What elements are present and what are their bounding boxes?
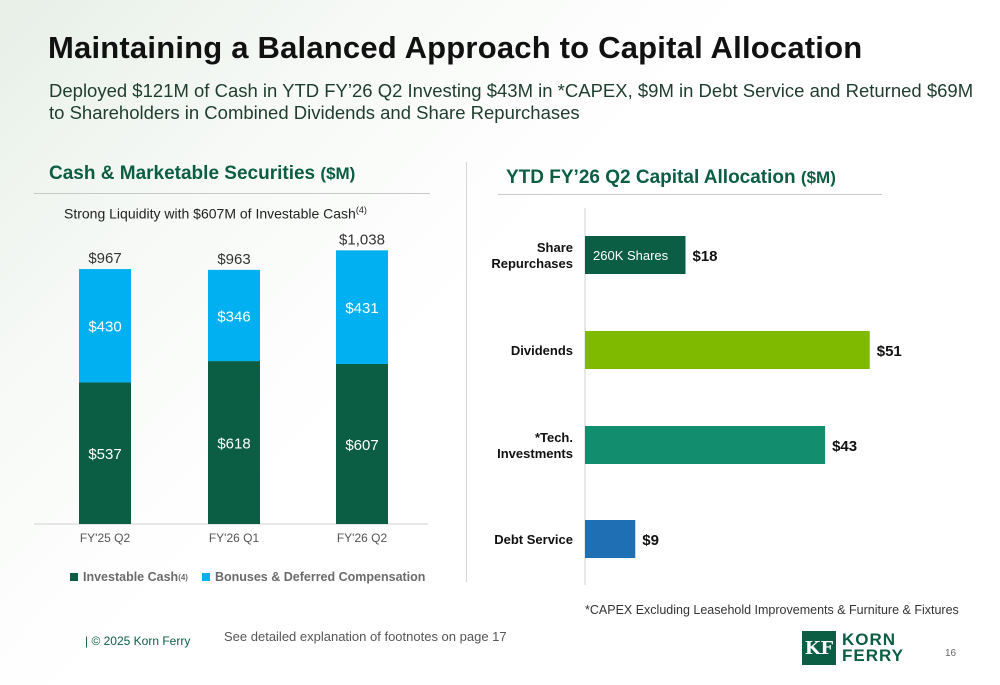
left-chart-title: Cash & Marketable Securities ($M) xyxy=(49,163,355,185)
bar-label-investable-cash-fy-26-q2: $607 xyxy=(345,437,378,454)
bar-label-investable-cash-fy-26-q1: $618 xyxy=(217,436,250,453)
left-title-rule xyxy=(34,193,430,194)
value-label-debt-service: $9 xyxy=(642,532,659,549)
page-number: 16 xyxy=(945,648,957,659)
bar-label-bonuses-deferred-compensation-fy-26-q2: $431 xyxy=(345,300,378,317)
left-chart-legend: Investable Cash (4) Bonuses & Deferred Co… xyxy=(70,570,439,584)
legend-swatch-investable-cash xyxy=(70,573,78,581)
legend-label-investable-cash: Investable Cash xyxy=(83,570,179,584)
right-chart-title-text: YTD FY’26 Q2 Capital Allocation xyxy=(506,167,796,188)
left-chart-title-unit: ($M) xyxy=(320,164,356,183)
right-chart-title-unit: ($M) xyxy=(800,168,836,187)
bar-bonuses-deferred-compensation-fy-25-q2 xyxy=(79,269,131,383)
x-tick-label-fy-25-q2: FY'25 Q2 xyxy=(80,531,131,545)
footnote-reference: See detailed explanation of footnotes on… xyxy=(224,629,507,644)
bar-bonuses-deferred-compensation-fy-26-q1 xyxy=(208,269,260,362)
legend-label-bonuses: Bonuses & Deferred Compensation xyxy=(214,570,426,584)
right-chart-title: YTD FY’26 Q2 Capital Allocation ($M) xyxy=(506,167,836,189)
x-tick-label-fy-26-q1: FY'26 Q1 xyxy=(209,531,260,545)
legend-swatch-bonuses xyxy=(201,573,210,581)
korn-ferry-logo: KF KORN FERRY xyxy=(802,631,904,665)
bar-bonuses-deferred-compensation-fy-26-q2 xyxy=(336,250,388,364)
value-label-tech-investments: $43 xyxy=(832,438,857,455)
logo-wordmark: KORN FERRY xyxy=(842,630,904,665)
bar-label-bonuses-deferred-compensation-fy-26-q1: $346 xyxy=(217,308,250,325)
bar-label-bonuses-deferred-compensation-fy-25-q2: $430 xyxy=(88,319,121,336)
x-tick-label-fy-26-q2: FY'26 Q2 xyxy=(337,531,388,545)
bar-investable-cash-fy-26-q2 xyxy=(336,363,388,524)
bar-investable-cash-fy-25-q2 xyxy=(79,382,131,524)
category-label-share-repurchases-1: Repurchases xyxy=(491,256,573,271)
category-label-debt-service-0: Debt Service xyxy=(494,532,573,547)
inner-label-share-repurchases: 260K Shares xyxy=(593,248,669,263)
legend-item-investable-cash: Investable Cash (4) xyxy=(70,570,188,584)
legend-sup-investable-cash: (4) xyxy=(178,572,188,582)
bar-share-repurchases xyxy=(585,236,686,274)
category-label-tech-investments-0: *Tech. xyxy=(535,430,573,445)
right-title-rule xyxy=(498,194,882,195)
cash-securities-chart: $537 $430 $967 FY'25 Q2 $618 $346 $963 FY'26 Q1… xyxy=(34,231,428,545)
logo-line1: KORN xyxy=(842,630,897,649)
category-label-tech-investments-1: Investments xyxy=(497,446,573,461)
total-label-fy-26-q2: $1,038 xyxy=(339,231,385,248)
slide-subtitle: Deployed $121M of Cash in YTD FY’26 Q2 I… xyxy=(49,80,974,123)
bar-label-investable-cash-fy-25-q2: $537 xyxy=(88,446,121,463)
logo-line2: FERRY xyxy=(842,646,904,665)
total-label-fy-26-q1: $963 xyxy=(217,251,250,268)
section-divider xyxy=(466,162,467,582)
liquidity-note-text: Strong Liquidity with $607M of Investabl… xyxy=(64,205,356,222)
capex-note: *CAPEX Excluding Leasehold Improvements … xyxy=(585,603,959,617)
legend-item-bonuses: Bonuses & Deferred Compensation xyxy=(201,570,426,584)
liquidity-note: Strong Liquidity with $607M of Investabl… xyxy=(64,205,367,222)
liquidity-note-sup: (4) xyxy=(355,205,367,215)
left-chart-title-text: Cash & Marketable Securities xyxy=(49,163,316,184)
total-label-fy-25-q2: $967 xyxy=(88,250,121,267)
category-label-share-repurchases-0: Share xyxy=(537,240,573,255)
bar-dividends xyxy=(585,331,870,369)
value-label-share-repurchases: $18 xyxy=(693,248,718,265)
bar-investable-cash-fy-26-q1 xyxy=(208,361,260,524)
bar-tech-investments xyxy=(585,426,826,464)
logo-mark: KF xyxy=(802,631,836,665)
category-label-dividends-0: Dividends xyxy=(511,343,573,358)
copyright: | © 2025 Korn Ferry xyxy=(85,634,191,648)
value-label-dividends: $51 xyxy=(877,343,902,360)
bar-debt-service xyxy=(585,520,636,558)
slide-title: Maintaining a Balanced Approach to Capit… xyxy=(48,30,863,65)
